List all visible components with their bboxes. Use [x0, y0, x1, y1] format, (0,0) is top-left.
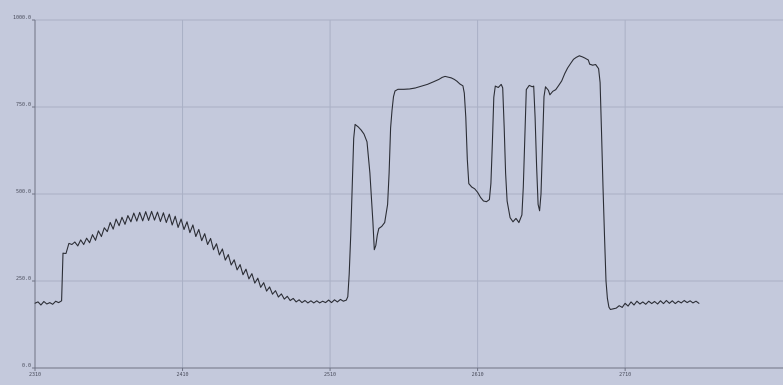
ticks: 0.0 250.0 500.0 750.0 1000.0 2310 2410 2510 2610…	[13, 15, 631, 378]
x-tick-label: 2310	[29, 372, 41, 378]
x-tick-label: 2510	[324, 372, 336, 378]
x-tick-label: 2410	[177, 372, 189, 378]
series	[34, 55, 700, 311]
x-tick-label: 2610	[472, 372, 484, 378]
grid	[35, 19, 783, 368]
y-tick-label: 500.0	[16, 189, 31, 195]
y-tick-label: 250.0	[16, 276, 31, 282]
y-tick-label: 750.0	[16, 102, 31, 108]
y-tick-label: 0.0	[22, 363, 31, 369]
x-tick-label: 2710	[619, 372, 631, 378]
series-line-0	[34, 55, 700, 311]
y-tick-label: 1000.0	[13, 15, 31, 21]
